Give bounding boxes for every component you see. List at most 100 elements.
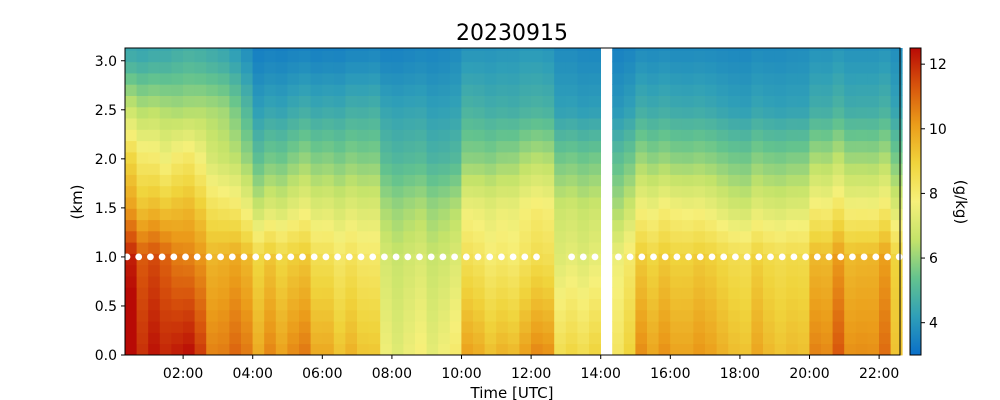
heatmap-cell [403, 174, 416, 187]
heatmap-cell [159, 343, 172, 356]
heatmap-cell [252, 276, 265, 288]
heatmap-cell [426, 298, 439, 311]
heatmap-cell [217, 343, 230, 356]
heatmap-cell [751, 219, 764, 232]
heatmap-cell [832, 84, 845, 96]
heatmap-cell [241, 332, 253, 345]
heatmap-cell [449, 208, 462, 221]
heatmap-cell [809, 152, 822, 164]
heatmap-cell [380, 332, 393, 345]
heatmap-cell [125, 48, 137, 51]
heatmap-cell [844, 129, 857, 142]
heatmap-cell [252, 321, 265, 333]
heatmap-cell [125, 242, 137, 254]
heatmap-cell [380, 287, 393, 299]
heatmap-cell [542, 219, 555, 232]
heatmap-cell [832, 242, 845, 254]
heatmap-cell [252, 118, 265, 130]
heatmap-cell [125, 343, 137, 356]
heatmap-cell [241, 48, 253, 51]
heatmap-cell [345, 208, 358, 221]
heatmap-cell [229, 309, 242, 322]
heatmap-cell [519, 118, 532, 130]
heatmap-cell [473, 73, 485, 85]
heatmap-cell [577, 230, 590, 243]
heatmap-cell [391, 197, 404, 209]
heatmap-cell [693, 298, 706, 311]
heatmap-cell [670, 84, 683, 96]
heatmap-cell [635, 140, 648, 153]
heatmap-cell [751, 197, 764, 209]
heatmap-cell [658, 343, 671, 356]
bl-marker [287, 253, 295, 261]
heatmap-cell [554, 264, 567, 277]
heatmap-cell [148, 84, 161, 96]
heatmap-cell [693, 84, 706, 96]
heatmap-cell [809, 185, 822, 198]
heatmap-cell [206, 95, 219, 108]
heatmap-cell [194, 118, 207, 130]
heatmap-cell [728, 197, 741, 209]
heatmap-cell [183, 253, 195, 266]
heatmap-cell [241, 276, 253, 288]
heatmap-cell [797, 264, 810, 277]
heatmap-cell [206, 298, 219, 311]
heatmap-cell [821, 276, 833, 288]
heatmap-cell [194, 208, 207, 221]
heatmap-cell [310, 276, 323, 288]
bl-marker [579, 253, 587, 261]
colorbar-tick-label: 8 [929, 186, 938, 202]
bl-marker [252, 253, 260, 261]
heatmap-cell [368, 106, 381, 119]
heatmap-cell [809, 309, 822, 322]
heatmap-cell [148, 73, 161, 85]
heatmap-cell [542, 230, 555, 243]
heatmap-cell [542, 73, 555, 85]
heatmap-cell [299, 174, 311, 187]
heatmap-cell [125, 208, 137, 221]
heatmap-cell [473, 61, 485, 74]
heatmap-cell [890, 276, 903, 288]
heatmap-cell [171, 84, 184, 96]
heatmap-cell [426, 174, 439, 187]
heatmap-cell [333, 73, 346, 85]
x-tick-label: 02:00 [163, 366, 203, 382]
heatmap-cell [855, 309, 868, 322]
heatmap-cell [670, 129, 683, 142]
heatmap-cell [368, 208, 381, 221]
heatmap-cell [159, 95, 172, 108]
heatmap-cell [797, 309, 810, 322]
heatmap-cell [275, 163, 288, 175]
heatmap-cell [670, 185, 683, 198]
heatmap-cell [241, 163, 253, 175]
bl-marker [486, 253, 494, 261]
heatmap-cell [171, 264, 184, 277]
heatmap-cell [333, 163, 346, 175]
heatmap-cell [890, 129, 903, 142]
heatmap-cell [264, 163, 277, 175]
heatmap-cell [415, 276, 427, 288]
heatmap-cell [809, 298, 822, 311]
heatmap-cell [879, 152, 891, 164]
heatmap-cell [438, 73, 451, 85]
bl-marker [357, 253, 365, 261]
heatmap-cell [612, 197, 625, 209]
heatmap-cell [148, 298, 161, 311]
heatmap-cell [635, 219, 648, 232]
heatmap-cell [716, 84, 729, 96]
heatmap-cell [426, 50, 439, 63]
heatmap-cell [357, 309, 369, 322]
heatmap-cell [496, 242, 509, 254]
heatmap-cell [774, 118, 787, 130]
heatmap-cell [832, 152, 845, 164]
heatmap-cell [171, 73, 184, 85]
colorbar-tick-label: 10 [929, 122, 947, 138]
heatmap-cell [716, 48, 729, 51]
heatmap-cell [658, 332, 671, 345]
heatmap-cell [438, 50, 451, 63]
heatmap-cell [844, 84, 857, 96]
heatmap-cell [125, 197, 137, 209]
heatmap-cell [681, 174, 694, 187]
heatmap-cell [647, 61, 659, 74]
heatmap-cell [647, 197, 659, 209]
